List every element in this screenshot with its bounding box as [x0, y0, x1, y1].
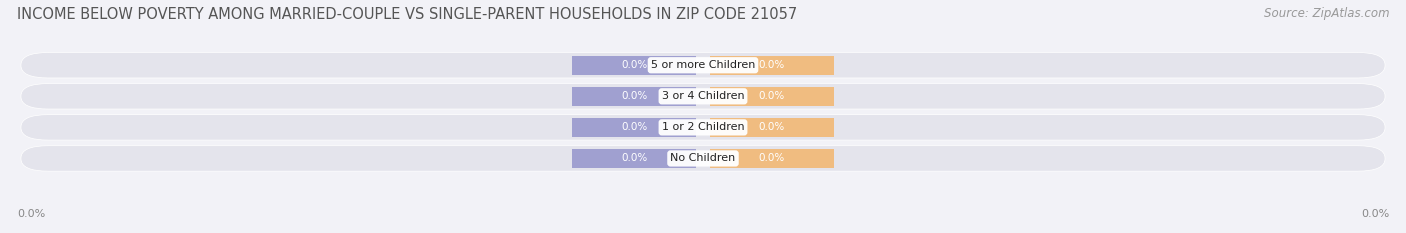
Bar	[572, 56, 696, 75]
Bar	[710, 118, 834, 137]
FancyBboxPatch shape	[21, 84, 1385, 109]
Text: INCOME BELOW POVERTY AMONG MARRIED-COUPLE VS SINGLE-PARENT HOUSEHOLDS IN ZIP COD: INCOME BELOW POVERTY AMONG MARRIED-COUPL…	[17, 7, 797, 22]
Bar	[572, 87, 696, 106]
Text: 0.0%: 0.0%	[621, 60, 647, 70]
Text: No Children: No Children	[671, 154, 735, 163]
Text: 0.0%: 0.0%	[759, 91, 785, 101]
Text: 5 or more Children: 5 or more Children	[651, 60, 755, 70]
Text: 0.0%: 0.0%	[759, 154, 785, 163]
Bar	[572, 118, 696, 137]
FancyBboxPatch shape	[21, 115, 1385, 140]
Legend: Married Couples, Single Parents: Married Couples, Single Parents	[589, 230, 817, 233]
Bar	[710, 56, 834, 75]
Text: 0.0%: 0.0%	[759, 60, 785, 70]
Text: 0.0%: 0.0%	[17, 209, 45, 219]
Text: 0.0%: 0.0%	[621, 122, 647, 132]
Text: 0.0%: 0.0%	[1361, 209, 1389, 219]
Bar	[710, 149, 834, 168]
Text: Source: ZipAtlas.com: Source: ZipAtlas.com	[1264, 7, 1389, 20]
Text: 3 or 4 Children: 3 or 4 Children	[662, 91, 744, 101]
Bar	[572, 149, 696, 168]
FancyBboxPatch shape	[21, 52, 1385, 78]
Bar	[710, 87, 834, 106]
Text: 0.0%: 0.0%	[621, 154, 647, 163]
Text: 0.0%: 0.0%	[621, 91, 647, 101]
FancyBboxPatch shape	[21, 146, 1385, 171]
Text: 1 or 2 Children: 1 or 2 Children	[662, 122, 744, 132]
Text: 0.0%: 0.0%	[759, 122, 785, 132]
